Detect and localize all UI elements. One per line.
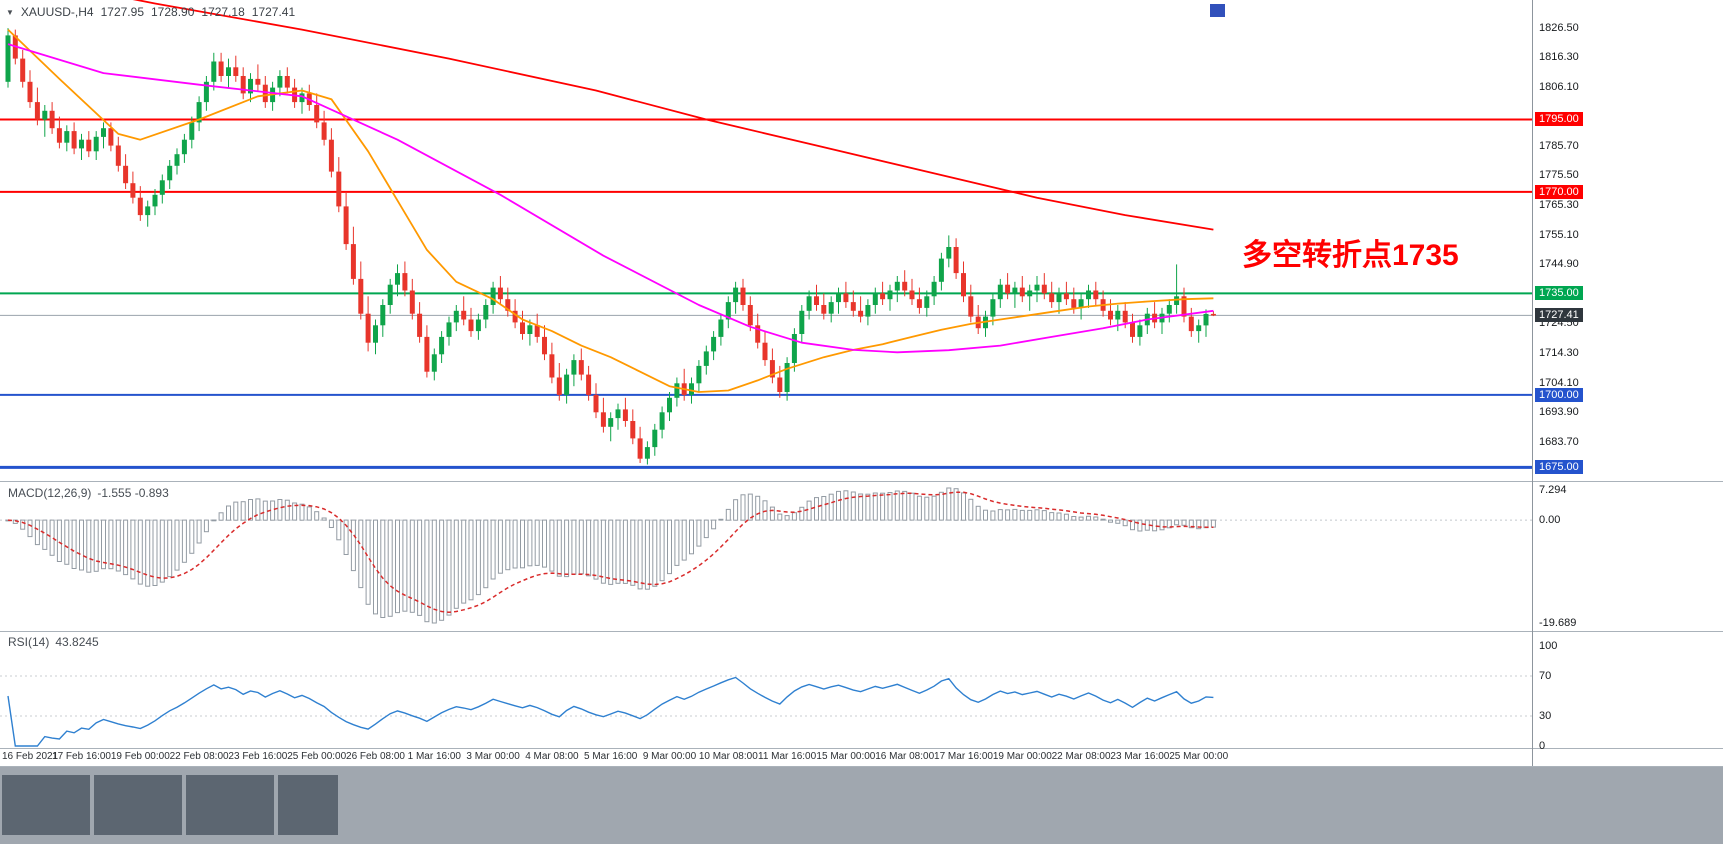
close-value: 1727.41 [251,5,296,19]
price-tick-label: 1806.10 [1539,80,1579,93]
time-tick-label: 22 Mar 08:00 [1051,751,1111,762]
price-tick-label: 1683.70 [1539,435,1579,448]
price-tick-label: 1755.10 [1539,228,1579,241]
ohlc-readout: ▼ XAUUSD-,H4 1727.95 1728.90 1727.18 172… [6,5,295,19]
bottom-bar-segment[interactable] [2,775,90,835]
time-tick-label: 22 Feb 08:00 [169,751,229,762]
rsi-tick-label: 0 [1539,740,1546,752]
time-tick-label: 11 Mar 16:00 [758,751,817,762]
high-value: 1728.90 [151,5,195,19]
macd-tick-label: -19.689 [1539,617,1577,629]
time-tick-label: 4 Mar 08:00 [525,751,579,762]
macd-indicator-label: MACD(12,26,9) -1.555 -0.893 [8,486,175,500]
time-tick-label: 23 Mar 16:00 [1110,751,1170,762]
time-tick-label: 25 Mar 00:00 [1169,751,1229,762]
macd-tick-label: 7.294 [1539,484,1567,496]
macd-name: MACD(12,26,9) [8,486,92,500]
time-tick-label: 9 Mar 00:00 [642,751,697,762]
time-tick-label: 25 Feb 00:00 [287,751,347,762]
annotation-text: 多空转折点1735 [1242,239,1459,272]
price-tick-label: 1744.90 [1539,258,1579,271]
macd-panel-canvas[interactable] [0,482,1532,631]
rsi-tick-label: 30 [1539,710,1552,722]
price-axis-border [1532,0,1533,766]
level-price-label: 1735.00 [1535,286,1583,301]
rsi-tick-label: 100 [1539,640,1558,652]
price-tick-label: 1826.50 [1539,21,1579,34]
current-price-label: 1727.41 [1535,308,1583,323]
price-tick-label: 1693.90 [1539,406,1579,419]
price-tick-label: 1775.50 [1539,169,1579,182]
time-tick-label: 10 Mar 08:00 [698,751,758,762]
time-tick-label: 16 Feb 2021 [2,751,59,762]
time-tick-label: 26 Feb 08:00 [346,751,405,762]
time-tick-label: 1 Mar 16:00 [407,751,461,762]
time-tick-label: 3 Mar 00:00 [466,751,520,762]
bottom-bar-segment[interactable] [186,775,274,835]
rsi-name: RSI(14) [8,635,50,649]
price-tick-label: 1704.10 [1539,376,1579,389]
rsi-indicator-label: RSI(14) 43.8245 [8,635,105,649]
time-axis-divider [0,748,1723,749]
time-tick-label: 17 Mar 16:00 [934,751,993,762]
price-tick-label: 1785.70 [1539,139,1579,152]
level-price-label: 1795.00 [1535,112,1583,127]
open-value: 1727.95 [100,5,144,19]
price-chart-canvas[interactable] [0,0,1532,481]
time-tick-label: 23 Feb 16:00 [228,751,288,762]
rsi-value: 43.8245 [55,635,99,649]
bottom-bar-segment[interactable] [278,775,338,835]
time-tick-label: 5 Mar 16:00 [584,751,638,762]
time-axis[interactable]: 16 Feb 2021 17 Feb 16:00 19 Feb 00:00 22 Fe… [0,751,1532,766]
time-tick-label: 17 Feb 16:00 [52,751,111,762]
macd-tick-label: 0.00 [1539,514,1561,527]
price-tick-label: 1816.30 [1539,51,1579,64]
level-price-label: 1770.00 [1535,184,1583,199]
level-price-label: 1675.00 [1535,460,1583,475]
time-tick-label: 19 Feb 00:00 [110,751,170,762]
time-tick-label: 16 Mar 08:00 [875,751,935,762]
time-tick-label: 15 Mar 00:00 [816,751,876,762]
level-price-label: 1700.00 [1535,387,1583,402]
low-value: 1727.18 [201,5,245,19]
window-bottom-edge [0,766,1723,767]
panel-divider-macd[interactable] [0,481,1723,482]
panel-divider-rsi[interactable] [0,631,1723,632]
rsi-panel-canvas[interactable] [0,631,1532,748]
price-tick-label: 1765.30 [1539,199,1579,212]
chart-shift-marker[interactable] [1210,4,1225,17]
rsi-tick-label: 70 [1539,670,1552,682]
price-tick-label: 1714.30 [1539,346,1579,359]
bottom-bar [0,767,1723,844]
symbol-timeframe-label: XAUUSD-,H4 [20,5,94,19]
symbol-dropdown-icon[interactable]: ▼ [6,7,14,17]
macd-values: -1.555 -0.893 [97,486,169,500]
bottom-bar-segment[interactable] [94,775,182,835]
time-tick-label: 19 Mar 00:00 [992,751,1052,762]
